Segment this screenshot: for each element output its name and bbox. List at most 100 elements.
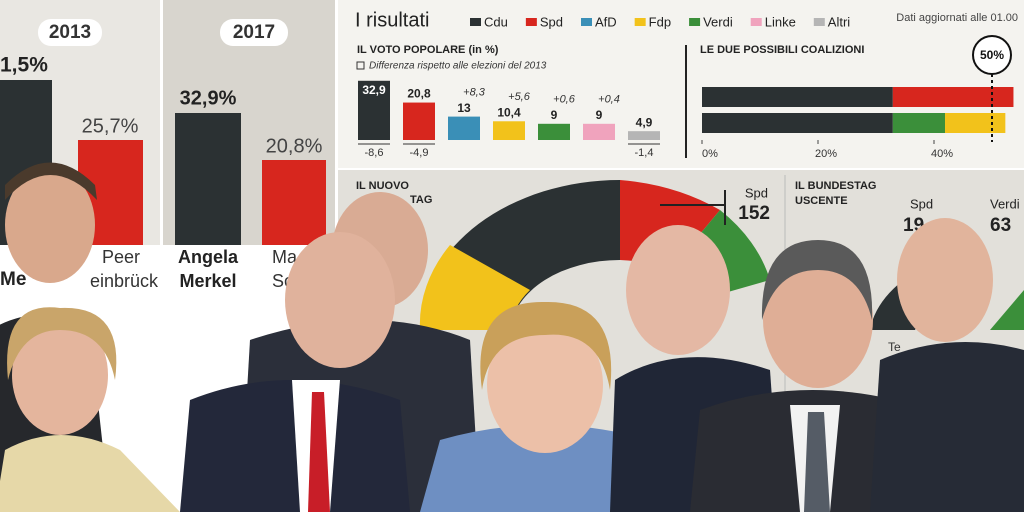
value-label: 4,9 bbox=[636, 115, 653, 129]
name: Me bbox=[0, 269, 26, 290]
updated-note: Dati aggiornati alle 01.00 bbox=[896, 12, 1018, 24]
value-label: 13 bbox=[457, 101, 471, 115]
value-label: 9 bbox=[596, 108, 603, 122]
year: 2017 bbox=[233, 22, 275, 43]
legend-label: Cdu bbox=[484, 14, 508, 29]
bar bbox=[403, 102, 435, 140]
tick-label: 0% bbox=[702, 148, 718, 160]
coalition-chart: 0% 20% 40% 50% bbox=[701, 35, 1014, 160]
legend-label: Linke bbox=[765, 14, 796, 29]
seat-arc bbox=[990, 290, 1024, 330]
tick-label: 20% bbox=[815, 148, 837, 160]
change-label: -1,4 bbox=[635, 147, 654, 159]
person-head bbox=[626, 225, 730, 355]
title: I risultati bbox=[355, 9, 429, 31]
person-tie bbox=[308, 392, 330, 512]
value-label: 10,4 bbox=[497, 105, 521, 119]
change-label: -4,9 bbox=[410, 147, 429, 159]
section-title: IL VOTO POPOLARE (in %) bbox=[357, 44, 499, 56]
vote-chart: 32,9 -8,6 20,8 -4,9 13 +8,3 10,4 +5,6 9 +0,6 9 +0,4… bbox=[358, 80, 660, 159]
seats-label: 152 bbox=[738, 203, 770, 224]
year: 2013 bbox=[49, 22, 91, 43]
bar bbox=[493, 121, 525, 140]
legend-swatch bbox=[750, 18, 762, 26]
bar bbox=[358, 80, 390, 140]
section-title: USCENTE bbox=[795, 195, 848, 207]
person-body bbox=[420, 425, 670, 512]
legend: Cdu Spd AfD Fdp Verdi Linke Altri bbox=[470, 14, 850, 29]
legend-swatch bbox=[470, 18, 481, 26]
leader-line bbox=[660, 190, 726, 225]
section-title: IL BUNDESTAG bbox=[795, 180, 877, 192]
section-title: TAG bbox=[410, 194, 432, 206]
value-label: 1,5% bbox=[0, 54, 48, 77]
note-box bbox=[356, 61, 365, 70]
name: Ma bbox=[272, 247, 298, 267]
coalition-segment bbox=[702, 113, 893, 133]
party-label: Verdi bbox=[990, 196, 1020, 211]
panel-bg bbox=[338, 0, 1024, 168]
value-label: 20,8% bbox=[266, 135, 323, 157]
coalition-segment bbox=[892, 113, 946, 133]
person-head bbox=[12, 315, 108, 435]
value-label: 20,8 bbox=[407, 87, 431, 101]
section-title: IL NUOVO bbox=[356, 180, 409, 192]
name: Angela bbox=[178, 247, 239, 267]
person-hair bbox=[5, 162, 97, 200]
legend-label: Verdi bbox=[703, 14, 733, 29]
threshold-badge bbox=[972, 35, 1012, 75]
person-head bbox=[897, 218, 993, 342]
bar bbox=[175, 113, 241, 245]
person-hair bbox=[761, 240, 873, 320]
legend-label: Spd bbox=[540, 14, 563, 29]
person-head bbox=[5, 167, 95, 283]
coalition-segment bbox=[702, 87, 893, 107]
name: Peer bbox=[102, 247, 140, 267]
legend-swatch bbox=[525, 18, 537, 26]
value-label: 32,9% bbox=[180, 87, 237, 109]
legend-swatch bbox=[813, 18, 825, 26]
people bbox=[0, 162, 1024, 512]
legend-swatch bbox=[634, 18, 646, 26]
value-label: 9 bbox=[551, 108, 558, 122]
party-label: Spd bbox=[910, 196, 933, 211]
person-tie bbox=[804, 412, 830, 512]
change-label: +0,6 bbox=[553, 94, 576, 106]
tick-label: 40% bbox=[931, 148, 953, 160]
person-body bbox=[870, 342, 1024, 512]
person-body bbox=[180, 380, 410, 512]
value-label: 32,9 bbox=[362, 83, 386, 97]
year-pill bbox=[220, 19, 288, 46]
name: einbrück bbox=[90, 271, 159, 291]
legend-swatch bbox=[581, 18, 592, 26]
bar bbox=[262, 160, 326, 245]
legend-label: Fdp bbox=[649, 14, 671, 29]
person-head bbox=[763, 252, 873, 388]
legend-label: Altri bbox=[828, 14, 851, 29]
legend-label: AfD bbox=[595, 14, 617, 29]
change-label: +0,4 bbox=[598, 94, 620, 106]
person-hair bbox=[480, 301, 612, 390]
party-label: Te bbox=[888, 340, 901, 354]
person-body bbox=[0, 435, 180, 512]
seats-label: 63 bbox=[990, 215, 1011, 236]
year-pill bbox=[38, 19, 102, 46]
person-head bbox=[487, 317, 603, 453]
person-hair bbox=[7, 307, 117, 380]
bar bbox=[448, 116, 480, 140]
value-label: 25,7% bbox=[82, 115, 139, 137]
coalition-segment bbox=[945, 113, 1006, 133]
change-label: +8,3 bbox=[463, 87, 486, 99]
coalition-segment bbox=[892, 87, 1014, 107]
bar bbox=[628, 131, 660, 140]
note: Differenza rispetto alle elezioni del 20… bbox=[369, 61, 547, 72]
name: Merkel bbox=[179, 271, 236, 291]
section-title: LE DUE POSSIBILI COALIZIONI bbox=[700, 44, 864, 56]
seat-arc bbox=[419, 245, 530, 330]
threshold-label: 50% bbox=[980, 48, 1004, 62]
change-label: +5,6 bbox=[508, 91, 531, 103]
bar bbox=[583, 123, 615, 140]
party-label: Spd bbox=[745, 185, 768, 200]
